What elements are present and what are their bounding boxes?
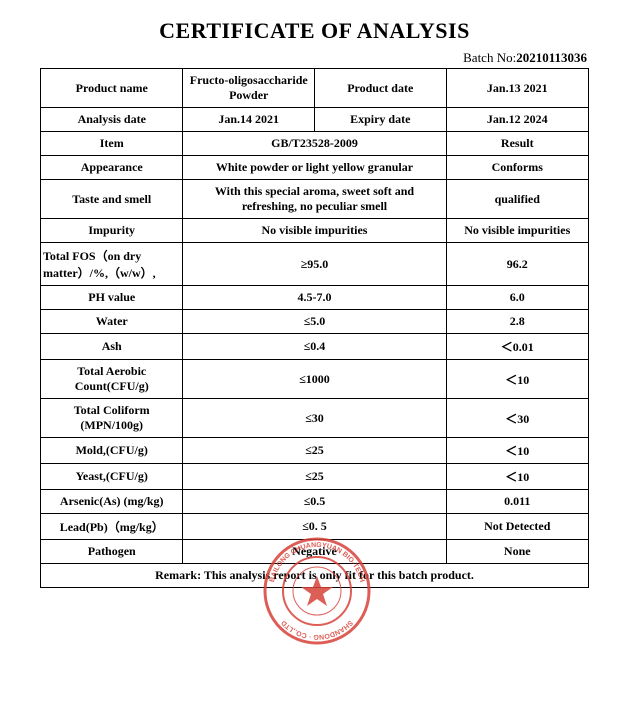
analysis-date-label: Analysis date bbox=[41, 108, 183, 132]
item-cell: Appearance bbox=[41, 156, 183, 180]
analysis-date-value: Jan.14 2021 bbox=[183, 108, 315, 132]
result-cell: 96.2 bbox=[446, 243, 589, 286]
spec-cell: With this special aroma, sweet soft and … bbox=[183, 180, 446, 219]
table-row: Impurity No visible impurities No visibl… bbox=[41, 219, 589, 243]
item-cell: PH value bbox=[41, 286, 183, 310]
table-row: Total FOS（on dry matter）/%,（w/w）, ≥95.0 … bbox=[41, 243, 589, 286]
remark-cell: Remark: This analysis report is only fit… bbox=[41, 564, 589, 588]
item-cell: Mold,(CFU/g) bbox=[41, 438, 183, 464]
item-cell: Arsenic(As) (mg/kg) bbox=[41, 490, 183, 514]
result-cell: ＜30 bbox=[446, 399, 589, 438]
product-date-label: Product date bbox=[314, 69, 446, 108]
spec-cell: ≤5.0 bbox=[183, 310, 446, 334]
table-row: PH value 4.5-7.0 6.0 bbox=[41, 286, 589, 310]
table-row: Total Aerobic Count(CFU/g) ≤1000 ＜10 bbox=[41, 360, 589, 399]
result-cell: ＜10 bbox=[446, 464, 589, 490]
spec-cell: 4.5-7.0 bbox=[183, 286, 446, 310]
col-spec: GB/T23528-2009 bbox=[183, 132, 446, 156]
table-row: Appearance White powder or light yellow … bbox=[41, 156, 589, 180]
item-cell: Water bbox=[41, 310, 183, 334]
spec-cell: No visible impurities bbox=[183, 219, 446, 243]
remark-row: Remark: This analysis report is only fit… bbox=[41, 564, 589, 588]
item-cell: Taste and smell bbox=[41, 180, 183, 219]
table-row: Ash ≤0.4 ＜0.01 bbox=[41, 334, 589, 360]
spec-cell: Negative bbox=[183, 540, 446, 564]
spec-cell: White powder or light yellow granular bbox=[183, 156, 446, 180]
result-cell: 6.0 bbox=[446, 286, 589, 310]
table-row: Lead(Pb)（mg/kg） ≤0. 5 Not Detected bbox=[41, 514, 589, 540]
batch-value: 20210113036 bbox=[516, 50, 587, 65]
col-result: Result bbox=[446, 132, 589, 156]
table-row: Yeast,(CFU/g) ≤25 ＜10 bbox=[41, 464, 589, 490]
expiry-date-label: Expiry date bbox=[314, 108, 446, 132]
result-cell: qualified bbox=[446, 180, 589, 219]
result-cell: 0.011 bbox=[446, 490, 589, 514]
spec-cell: ≤1000 bbox=[183, 360, 446, 399]
result-cell: No visible impurities bbox=[446, 219, 589, 243]
product-name-label: Product name bbox=[41, 69, 183, 108]
item-cell: Lead(Pb)（mg/kg） bbox=[41, 514, 183, 540]
item-cell: Impurity bbox=[41, 219, 183, 243]
product-date-value: Jan.13 2021 bbox=[446, 69, 589, 108]
header-row-1: Product name Fructo-oligosaccharide Powd… bbox=[41, 69, 589, 108]
certificate-page: CERTIFICATE OF ANALYSIS Batch No:2021011… bbox=[0, 0, 629, 608]
product-name-value: Fructo-oligosaccharide Powder bbox=[183, 69, 315, 108]
items-header-row: Item GB/T23528-2009 Result bbox=[41, 132, 589, 156]
item-cell: Total FOS（on dry matter）/%,（w/w）, bbox=[41, 243, 183, 286]
table-row: Pathogen Negative None bbox=[41, 540, 589, 564]
item-cell: Ash bbox=[41, 334, 183, 360]
batch-label: Batch No: bbox=[463, 50, 516, 65]
spec-cell: ≤25 bbox=[183, 464, 446, 490]
item-cell: Total Coliform (MPN/100g) bbox=[41, 399, 183, 438]
spec-cell: ≤30 bbox=[183, 399, 446, 438]
table-row: Water ≤5.0 2.8 bbox=[41, 310, 589, 334]
spec-cell: ≤0.4 bbox=[183, 334, 446, 360]
svg-text:SHANDONG · CO.,LTD: SHANDONG · CO.,LTD bbox=[280, 619, 353, 640]
expiry-date-value: Jan.12 2024 bbox=[446, 108, 589, 132]
batch-number-line: Batch No:20210113036 bbox=[40, 50, 587, 66]
table-row: Arsenic(As) (mg/kg) ≤0.5 0.011 bbox=[41, 490, 589, 514]
table-row: Taste and smell With this special aroma,… bbox=[41, 180, 589, 219]
result-cell: Not Detected bbox=[446, 514, 589, 540]
item-cell: Pathogen bbox=[41, 540, 183, 564]
header-row-2: Analysis date Jan.14 2021 Expiry date Ja… bbox=[41, 108, 589, 132]
item-cell: Total Aerobic Count(CFU/g) bbox=[41, 360, 183, 399]
spec-cell: ≥95.0 bbox=[183, 243, 446, 286]
table-row: Mold,(CFU/g) ≤25 ＜10 bbox=[41, 438, 589, 464]
result-cell: Conforms bbox=[446, 156, 589, 180]
result-cell: ＜10 bbox=[446, 360, 589, 399]
result-cell: None bbox=[446, 540, 589, 564]
col-item: Item bbox=[41, 132, 183, 156]
table-row: Total Coliform (MPN/100g) ≤30 ＜30 bbox=[41, 399, 589, 438]
spec-cell: ≤0.5 bbox=[183, 490, 446, 514]
result-cell: ＜10 bbox=[446, 438, 589, 464]
spec-cell: ≤25 bbox=[183, 438, 446, 464]
item-cell: Yeast,(CFU/g) bbox=[41, 464, 183, 490]
spec-cell: ≤0. 5 bbox=[183, 514, 446, 540]
result-cell: ＜0.01 bbox=[446, 334, 589, 360]
page-title: CERTIFICATE OF ANALYSIS bbox=[40, 18, 589, 44]
coa-table: Product name Fructo-oligosaccharide Powd… bbox=[40, 68, 589, 588]
result-cell: 2.8 bbox=[446, 310, 589, 334]
